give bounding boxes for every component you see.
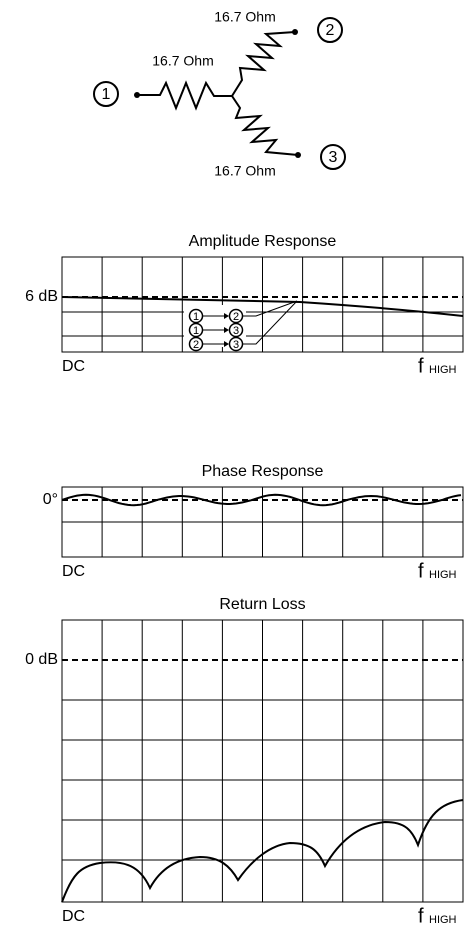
- x-end-subscript: HIGH: [429, 364, 457, 376]
- x-end-label: f: [418, 355, 424, 377]
- plot-title: Amplitude Response: [189, 233, 337, 250]
- response-curve: [61, 799, 464, 903]
- port-circle: [93, 81, 119, 107]
- legend-port: [188, 336, 204, 352]
- node: [134, 92, 140, 98]
- x-start-label: DC: [62, 908, 85, 925]
- legend-pointer: [243, 300, 298, 317]
- legend-port-label: 1: [193, 311, 199, 323]
- legend-arrowhead: [224, 327, 229, 333]
- plot-title: Phase Response: [202, 463, 324, 480]
- legend-arrowhead: [224, 341, 229, 347]
- port-circle: [320, 144, 346, 170]
- node: [292, 29, 298, 35]
- resistor-label: 16.7 Ohm: [214, 9, 275, 25]
- reference-label: 0°: [43, 491, 58, 508]
- resistor-label: 16.7 Ohm: [214, 163, 275, 179]
- reference-label: 6 dB: [25, 288, 58, 305]
- port-label: 2: [326, 22, 335, 39]
- legend-port: [228, 308, 244, 324]
- legend-pointer: [243, 300, 298, 345]
- plot: Return Loss 0 dB DC f HIGH: [25, 596, 464, 927]
- resistor-1: [137, 80, 232, 111]
- port-label: 1: [102, 86, 111, 103]
- port-label: 3: [329, 149, 338, 166]
- resistor-3: [231, 95, 299, 156]
- x-end-label: f: [418, 905, 424, 927]
- legend-port-label: 3: [233, 339, 239, 351]
- node: [295, 152, 301, 158]
- schematic: 1 2 3 16.7 Ohm 16.7 Ohm 16.7 Ohm: [93, 9, 346, 179]
- x-start-label: DC: [62, 358, 85, 375]
- port-circle: [317, 17, 343, 43]
- response-curve: [61, 296, 464, 317]
- legend-port: [188, 322, 204, 338]
- reference-label: 0 dB: [25, 651, 58, 668]
- legend-port: [228, 336, 244, 352]
- x-end-subscript: HIGH: [429, 914, 457, 926]
- resistor-2: [231, 31, 296, 97]
- legend-port-label: 1: [193, 325, 199, 337]
- legend-port-label: 2: [193, 339, 199, 351]
- x-start-label: DC: [62, 563, 85, 580]
- legend-port: [188, 308, 204, 324]
- response-curve: [61, 493, 462, 507]
- legend-port-label: 3: [233, 325, 239, 337]
- legend-port-label: 2: [233, 311, 239, 323]
- plot: Amplitude Response 6 dB DC f HIGH: [25, 233, 464, 377]
- resistor-label: 16.7 Ohm: [152, 53, 213, 69]
- x-end-subscript: HIGH: [429, 569, 457, 581]
- plot-title: Return Loss: [219, 596, 305, 613]
- legend-arrowhead: [224, 313, 229, 319]
- x-end-label: f: [418, 560, 424, 582]
- legend-port: [228, 322, 244, 338]
- plot: Phase Response 0° DC f HIGH: [43, 463, 464, 582]
- legend: 1 2 1 3 2 3: [184, 300, 298, 352]
